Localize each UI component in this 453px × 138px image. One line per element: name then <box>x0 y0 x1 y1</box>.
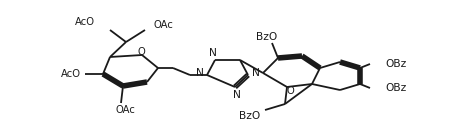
Text: AcO: AcO <box>61 69 81 79</box>
Text: OBz: OBz <box>385 59 406 69</box>
Text: BzO: BzO <box>256 32 278 42</box>
Text: N: N <box>209 48 217 58</box>
Text: BzO: BzO <box>239 111 260 121</box>
Text: N: N <box>233 90 241 100</box>
Text: O: O <box>137 47 145 57</box>
Text: OBz: OBz <box>385 83 406 93</box>
Text: N: N <box>252 68 260 78</box>
Text: N: N <box>196 68 204 78</box>
Text: O: O <box>286 86 294 96</box>
Text: OAc: OAc <box>115 105 135 115</box>
Text: OAc: OAc <box>153 20 173 30</box>
Text: AcO: AcO <box>75 17 95 27</box>
